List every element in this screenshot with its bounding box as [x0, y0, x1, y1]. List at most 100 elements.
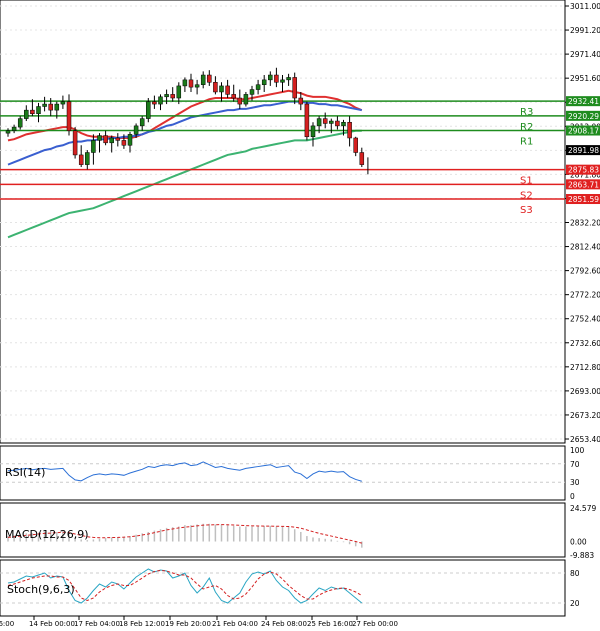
candle-up: [176, 85, 182, 99]
y-tick-label: 2951.60: [570, 74, 600, 83]
candle-down: [48, 103, 53, 111]
x-tick-label: 16:00: [0, 620, 14, 628]
candle-up: [182, 79, 188, 87]
price-axis: 3011.002991.202971.402951.602931.802912.…: [565, 2, 600, 444]
macd-tick-label: 0.00: [570, 538, 587, 547]
candle-down: [335, 120, 340, 127]
candle-up: [249, 89, 255, 95]
level-name-R1: R1: [520, 137, 533, 148]
candle-up: [91, 140, 96, 153]
main-grid: [0, 5, 565, 440]
candle-up: [219, 85, 224, 93]
current-price-tag: [566, 145, 600, 156]
candle-up: [280, 79, 285, 83]
y-tick-label: 2792.60: [570, 267, 600, 276]
candle-up: [42, 103, 47, 107]
main-panel: R3 R2 R1 S1 S2 S3 3011.00 2991.20 2971.40 2951.6…: [0, 0, 600, 444]
y-tick-label: 2673.20: [570, 411, 600, 420]
candles: [5, 67, 369, 175]
candle-down: [78, 154, 84, 165]
candle-down: [152, 101, 157, 105]
candle-up: [5, 130, 11, 134]
level-name-S1: S1: [520, 176, 533, 187]
candle-up: [109, 137, 114, 144]
candle-down: [298, 97, 304, 105]
rsi-frame: [0, 445, 566, 501]
rsi-series: 100 70 30 0: [0, 446, 585, 501]
candle-up: [24, 109, 29, 119]
candle-down: [292, 77, 297, 99]
pivot-levels: R3 R2 R1 S1 S2 S3: [0, 100, 565, 216]
y-tick-label: 2693.00: [570, 387, 600, 396]
level-tag-label: 2920.29: [568, 112, 599, 121]
candle-up: [268, 74, 273, 81]
y-tick-label: 2832.20: [570, 219, 600, 228]
y-tick-label: 2752.40: [570, 315, 600, 324]
y-tick-label: 2732.60: [570, 339, 600, 348]
rsi-line: [7, 461, 362, 482]
x-tick-label: 17 Feb 04:00: [74, 620, 120, 628]
candle-down: [322, 118, 328, 124]
ma-line-2: [7, 129, 362, 239]
candle-up: [17, 118, 23, 128]
candle-up: [139, 118, 145, 127]
y-tick-label: 2991.20: [570, 26, 600, 35]
candle-up: [316, 118, 322, 127]
level-name-S3: S3: [520, 205, 533, 216]
candle-down: [121, 140, 127, 146]
x-tick-label: 18 Feb 12:00: [119, 620, 165, 628]
rsi-tick-label: 70: [570, 460, 580, 469]
stoch-panel: 80 20 Stoch(9,6,3): [0, 559, 580, 617]
candle-down: [274, 74, 279, 83]
y-tick-label: 2812.40: [570, 243, 600, 252]
stoch-series: 80 20: [0, 568, 580, 608]
level-tag-label: 2851.59: [568, 195, 599, 204]
candle-up: [255, 84, 261, 90]
candle-down: [231, 94, 236, 99]
level-tag-bg: [566, 194, 600, 205]
macd-signal-line: [7, 524, 362, 544]
rsi-tick-label: 100: [570, 446, 585, 455]
candle-up: [97, 135, 102, 141]
level-name-R3: R3: [520, 107, 533, 118]
candle-up: [127, 134, 133, 146]
level-tag-label: 2863.71: [568, 180, 599, 189]
x-tick-label: 21 Feb 04:00: [212, 620, 258, 628]
candle-up: [60, 101, 66, 105]
candle-down: [353, 137, 358, 153]
rsi-tick-label: 30: [570, 478, 580, 487]
level-name-S2: S2: [520, 190, 533, 201]
macd-tick-label: 24.579: [570, 504, 596, 513]
candle-up: [261, 79, 267, 85]
candle-up: [329, 120, 334, 124]
candle-up: [146, 101, 151, 119]
y-tick-label: 3011.00: [570, 2, 600, 11]
candle-down: [72, 130, 78, 156]
level-tag-bg: [566, 125, 600, 136]
candle-up: [158, 96, 163, 105]
macd-label: MACD(12,26,9): [5, 528, 89, 541]
candle-up: [194, 84, 200, 88]
x-tick-label: 19 Feb 20:00: [165, 620, 211, 628]
current-price-label: 2891.98: [568, 146, 599, 155]
candle-up: [200, 74, 206, 85]
y-tick-label: 2871.80: [570, 170, 600, 179]
y-tick-label: 2653.40: [570, 435, 600, 444]
candle-up: [164, 94, 169, 98]
candle-up: [310, 125, 316, 138]
macd-panel: 24.579 0.00 -9.883 MACD(12,26,9): [0, 502, 596, 560]
stoch-k-line: [7, 568, 363, 604]
y-tick-label: 2772.20: [570, 291, 600, 300]
candle-up: [243, 94, 249, 105]
level-name-R2: R2: [520, 122, 533, 133]
candle-down: [103, 135, 108, 144]
x-tick-label: 14 Feb 00:00: [29, 620, 75, 628]
level-tag-bg: [566, 96, 600, 107]
candle-down: [359, 152, 365, 165]
level-tag-label: 2875.83: [568, 166, 599, 175]
candle-down: [213, 82, 218, 93]
rsi-tick-label: 0: [570, 492, 575, 501]
y-tick-label: 2971.40: [570, 50, 600, 59]
